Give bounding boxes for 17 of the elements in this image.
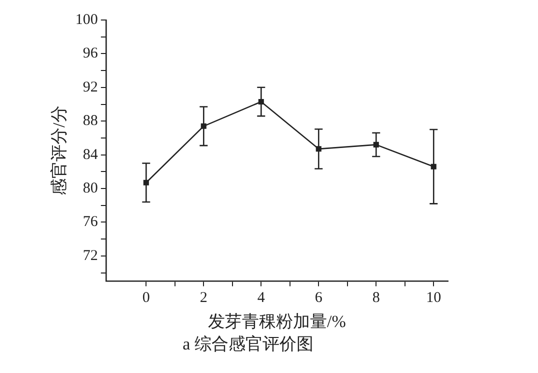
- x-tick-label: 8: [372, 290, 380, 306]
- y-tick-label: 92: [82, 79, 98, 96]
- x-axis-title: 发芽青稞粉加量/%: [208, 312, 346, 331]
- x-tick-label: 4: [257, 290, 266, 306]
- text: a 综合感官评价图: [182, 334, 314, 354]
- x-tick-label: 2: [200, 290, 208, 306]
- y-tick-label: 80: [82, 180, 98, 196]
- y-axis-title: 感官评分/分: [50, 106, 69, 196]
- x-tick-label: 0: [142, 290, 150, 306]
- y-tick-label: 100: [75, 12, 98, 28]
- y-tick-label: 88: [82, 113, 98, 130]
- y-tick-label: 76: [82, 214, 98, 230]
- x-tick-label: 10: [426, 290, 442, 306]
- y-tick-label: 96: [82, 46, 98, 62]
- y-tick-label: 72: [82, 248, 98, 264]
- y-tick-label: 84: [82, 146, 98, 163]
- x-tick-label: 6: [314, 290, 323, 306]
